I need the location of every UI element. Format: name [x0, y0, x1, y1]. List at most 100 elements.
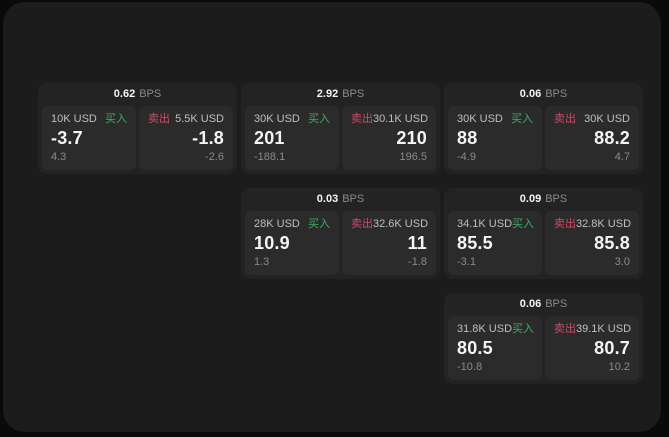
buy-panel-header: 30K USD 买入: [457, 114, 533, 125]
sell-side-label: 卖出: [351, 113, 373, 125]
quote-body: 34.1K USD 买入 85.5 -3.1 卖出 32.8K USD 85.8…: [448, 211, 639, 275]
app-surface: 0.62 BPS 10K USD 买入 -3.7 4.3 卖出 5.5K USD…: [3, 2, 661, 432]
sell-panel[interactable]: 卖出 5.5K USD -1.8 -2.6: [139, 106, 233, 170]
sell-panel[interactable]: 卖出 30K USD 88.2 4.7: [545, 106, 639, 170]
buy-side-label: 买入: [512, 323, 535, 335]
spread-header: 0.62 BPS: [42, 83, 233, 106]
buy-delta: -4.9: [457, 151, 476, 163]
sell-price: 210: [396, 128, 427, 148]
spread-unit-label: BPS: [342, 88, 365, 100]
buy-price: 85.5: [457, 233, 493, 253]
quote-body: 30K USD 买入 88 -4.9 卖出 30K USD 88.2 4.7: [448, 106, 639, 170]
sell-price: 88.2: [594, 128, 630, 148]
sell-side-label: 卖出: [554, 113, 576, 125]
buy-panel-header: 31.8K USD 买入: [457, 323, 535, 335]
spread-value: 2.92: [316, 88, 339, 100]
spread-value: 0.62: [113, 88, 136, 100]
spread-unit-label: BPS: [545, 298, 568, 310]
buy-delta: 4.3: [51, 151, 67, 163]
buy-size: 30K USD: [457, 113, 503, 125]
buy-size: 31.8K USD: [457, 323, 513, 335]
sell-delta: 3.0: [614, 256, 630, 268]
sell-size: 5.5K USD: [175, 113, 224, 125]
buy-side-label: 买入: [512, 218, 535, 230]
sell-delta: 4.7: [614, 151, 630, 163]
sell-size: 39.1K USD: [576, 323, 632, 335]
sell-panel[interactable]: 卖出 32.8K USD 85.8 3.0: [545, 211, 639, 275]
quote-body: 28K USD 买入 10.9 1.3 卖出 32.6K USD 11 -1.8: [245, 211, 436, 275]
spread-header: 0.03 BPS: [245, 188, 436, 211]
sell-side-label: 卖出: [351, 218, 373, 230]
sell-size: 30K USD: [584, 113, 630, 125]
buy-price: 10.9: [254, 233, 290, 253]
buy-delta: -10.8: [457, 361, 483, 373]
sell-price: 80.7: [594, 338, 630, 358]
buy-side-label: 买入: [105, 113, 127, 125]
buy-panel[interactable]: 31.8K USD 买入 80.5 -10.8: [448, 316, 542, 380]
quote-card: 0.09 BPS 34.1K USD 买入 85.5 -3.1 卖出 32.8K…: [444, 188, 643, 279]
buy-size: 30K USD: [254, 113, 300, 125]
sell-delta: 10.2: [608, 361, 630, 373]
sell-side-label: 卖出: [554, 218, 576, 230]
sell-delta: -1.8: [408, 256, 427, 268]
spread-header: 0.06 BPS: [448, 293, 639, 316]
quote-card: 2.92 BPS 30K USD 买入 201 -188.1 卖出 30.1K …: [241, 83, 440, 174]
buy-panel-header: 34.1K USD 买入: [457, 218, 535, 230]
sell-size: 32.6K USD: [373, 218, 429, 230]
sell-delta: -2.6: [205, 151, 224, 163]
sell-side-label: 卖出: [554, 323, 576, 335]
buy-panel[interactable]: 10K USD 买入 -3.7 4.3: [42, 106, 136, 170]
buy-panel-header: 10K USD 买入: [51, 114, 127, 125]
quote-body: 31.8K USD 买入 80.5 -10.8 卖出 39.1K USD 80.…: [448, 316, 639, 380]
buy-panel[interactable]: 30K USD 买入 88 -4.9: [448, 106, 542, 170]
buy-panel-header: 28K USD 买入: [254, 219, 330, 230]
spread-value: 0.06: [519, 298, 542, 310]
spread-header: 0.09 BPS: [448, 188, 639, 211]
sell-price: 85.8: [594, 233, 630, 253]
buy-size: 10K USD: [51, 113, 97, 125]
quote-card: 0.06 BPS 30K USD 买入 88 -4.9 卖出 30K USD 8…: [444, 83, 643, 174]
buy-delta: 1.3: [254, 256, 270, 268]
sell-delta: 196.5: [399, 151, 427, 163]
buy-panel[interactable]: 30K USD 买入 201 -188.1: [245, 106, 339, 170]
spread-header: 2.92 BPS: [245, 83, 436, 106]
buy-side-label: 买入: [308, 113, 330, 125]
sell-panel-header: 卖出 32.8K USD: [554, 218, 632, 230]
buy-side-label: 买入: [308, 218, 330, 230]
buy-price: 201: [254, 128, 285, 148]
quote-body: 10K USD 买入 -3.7 4.3 卖出 5.5K USD -1.8 -2.…: [42, 106, 233, 170]
buy-side-label: 买入: [511, 113, 533, 125]
sell-panel[interactable]: 卖出 30.1K USD 210 196.5: [342, 106, 436, 170]
buy-size: 34.1K USD: [457, 218, 513, 230]
buy-panel[interactable]: 34.1K USD 买入 85.5 -3.1: [448, 211, 542, 275]
sell-panel[interactable]: 卖出 32.6K USD 11 -1.8: [342, 211, 436, 275]
cards-grid: 0.62 BPS 10K USD 买入 -3.7 4.3 卖出 5.5K USD…: [38, 83, 643, 384]
spread-unit-label: BPS: [545, 193, 568, 205]
sell-size: 30.1K USD: [373, 113, 429, 125]
buy-price: 80.5: [457, 338, 493, 358]
quote-card: 0.06 BPS 31.8K USD 买入 80.5 -10.8 卖出 39.1…: [444, 293, 643, 384]
sell-side-label: 卖出: [148, 113, 170, 125]
buy-panel[interactable]: 28K USD 买入 10.9 1.3: [245, 211, 339, 275]
spread-value: 0.03: [316, 193, 339, 205]
sell-panel-header: 卖出 30.1K USD: [351, 113, 429, 125]
quote-card: 0.62 BPS 10K USD 买入 -3.7 4.3 卖出 5.5K USD…: [38, 83, 237, 174]
sell-price: -1.8: [192, 128, 224, 148]
spread-unit-label: BPS: [545, 88, 568, 100]
spread-header: 0.06 BPS: [448, 83, 639, 106]
spread-value: 0.06: [519, 88, 542, 100]
sell-panel[interactable]: 卖出 39.1K USD 80.7 10.2: [545, 316, 639, 380]
buy-delta: -188.1: [254, 151, 286, 163]
buy-price: -3.7: [51, 128, 83, 148]
buy-delta: -3.1: [457, 256, 476, 268]
buy-size: 28K USD: [254, 218, 300, 230]
buy-panel-header: 30K USD 买入: [254, 114, 330, 125]
sell-size: 32.8K USD: [576, 218, 632, 230]
buy-price: 88: [457, 128, 478, 148]
spread-unit-label: BPS: [342, 193, 365, 205]
quote-body: 30K USD 买入 201 -188.1 卖出 30.1K USD 210 1…: [245, 106, 436, 170]
sell-panel-header: 卖出 5.5K USD: [148, 114, 224, 125]
sell-panel-header: 卖出 32.6K USD: [351, 218, 429, 230]
sell-price: 11: [407, 233, 427, 253]
